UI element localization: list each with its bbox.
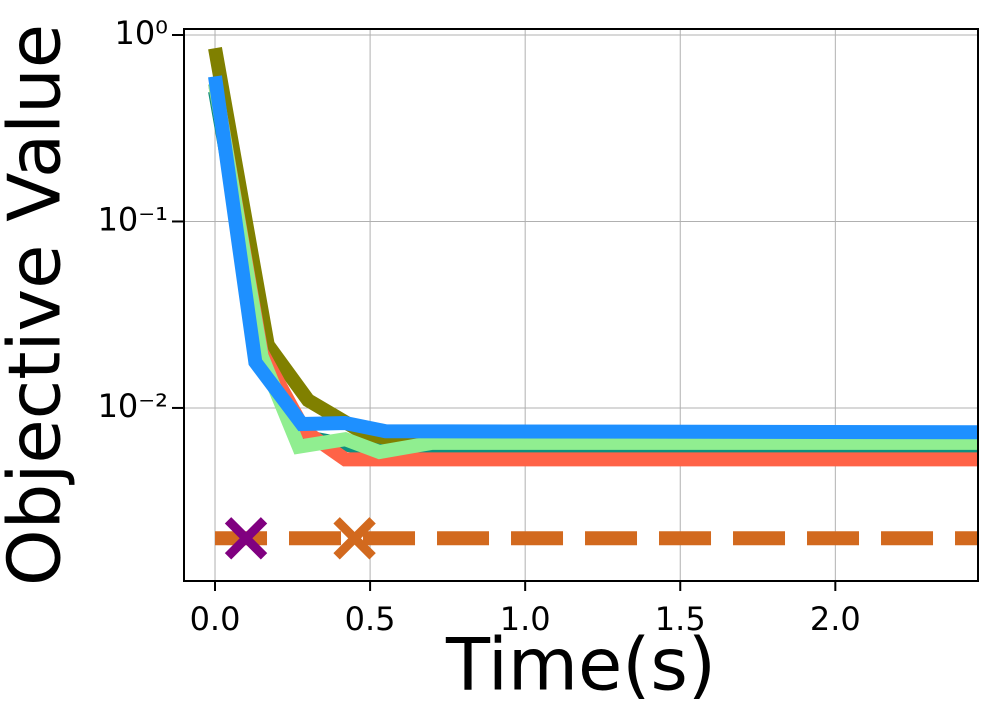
x-tick-label: 0.0 <box>190 600 241 638</box>
plot-area <box>208 46 978 560</box>
y-axis-label: Objective Value <box>0 24 77 586</box>
series-line <box>208 82 978 467</box>
x-tick-label: 2.0 <box>810 600 861 638</box>
y-tick-label: 10⁻² <box>98 387 168 425</box>
x-marker <box>224 517 268 560</box>
series-line <box>208 75 978 440</box>
x-axis-label: Time(s) <box>445 623 716 707</box>
x-marker <box>333 517 376 560</box>
x-tick-label: 1.5 <box>655 600 706 638</box>
x-tick-label: 1.0 <box>500 600 551 638</box>
y-tick-label: 10⁻¹ <box>98 200 168 238</box>
plot-frame <box>183 28 979 582</box>
series-line <box>208 82 978 460</box>
x-tick-label: 0.5 <box>345 600 396 638</box>
series-line <box>208 89 978 460</box>
series-line <box>208 46 978 449</box>
y-tick-label: 10⁰ <box>114 14 168 52</box>
